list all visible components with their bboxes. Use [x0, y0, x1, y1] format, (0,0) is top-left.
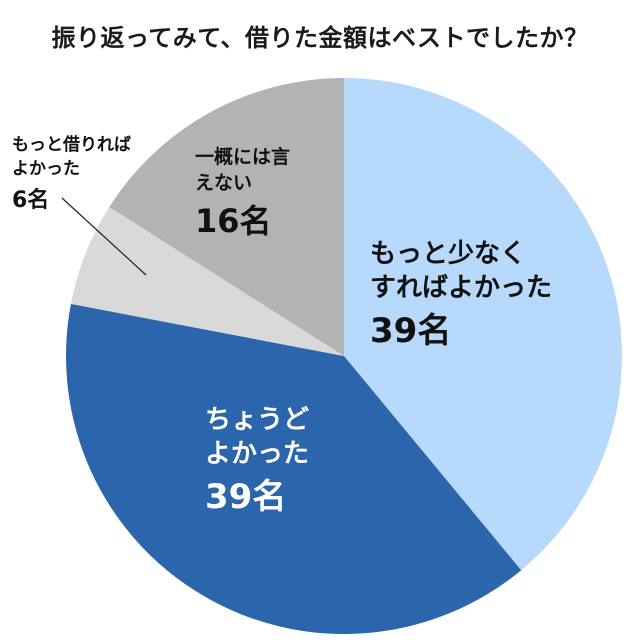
slice-value-3: 6名	[12, 187, 49, 213]
slice-label-4-line-1: 一概には言	[195, 145, 290, 168]
slice-value-4: 16名	[195, 202, 272, 240]
slice-label-1-line-2: すればよかった	[370, 273, 552, 303]
slice-label-4-line-2: えない	[195, 172, 252, 194]
pie-slice-2	[65, 303, 522, 635]
chart-title: 振り返ってみて、借りた金額はベストでしたか？	[51, 24, 589, 52]
slice-label-3-line-2: よかった	[12, 159, 80, 179]
slice-label-2-line-1: ちょうど	[205, 405, 309, 435]
slice-value-2: 39名	[205, 477, 286, 517]
leader-line-3	[61, 197, 147, 276]
pie-slice-1	[344, 78, 623, 571]
pie-slice-4	[109, 78, 344, 356]
pie-slice-3	[70, 207, 345, 356]
slice-value-1: 39名	[370, 311, 451, 351]
slice-label-3-line-1: もっと借りれば	[12, 134, 131, 155]
slice-label-2-line-2: よかった	[205, 439, 309, 469]
slice-label-1-line-1: もっと少なく	[370, 239, 526, 269]
